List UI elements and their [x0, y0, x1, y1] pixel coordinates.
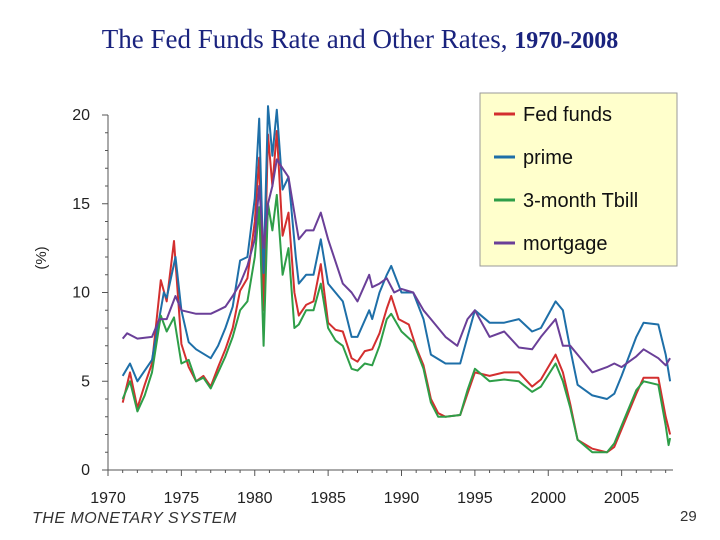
x-tick-label: 1975 — [164, 490, 200, 507]
legend-label: Fed funds — [523, 104, 612, 126]
page-number: 29 — [680, 508, 697, 525]
x-tick-label: 2005 — [604, 490, 640, 507]
series-line-2 — [121, 193, 672, 454]
legend: Fed funds prime 3-month Tbill mortgage — [494, 104, 638, 255]
y-tick-label: 0 — [81, 462, 90, 479]
series-line-3 — [121, 158, 671, 374]
series-line-0 — [121, 130, 672, 454]
x-tick-label: 1985 — [310, 490, 346, 507]
legend-label: prime — [523, 147, 573, 169]
y-tick-label: 20 — [72, 107, 90, 124]
series-lines — [121, 105, 672, 454]
title-years: 1970-2008 — [514, 28, 619, 54]
y-tick-label: 5 — [81, 373, 90, 390]
legend-label: mortgage — [523, 233, 608, 255]
y-tick-label: 10 — [72, 285, 90, 302]
y-axis-label: (%) — [33, 246, 50, 269]
footer-text: THE MONETARY SYSTEM — [32, 510, 237, 527]
x-tick-label: 1995 — [457, 490, 493, 507]
title-main: The Fed Funds Rate and Other Rates, — [101, 24, 508, 54]
series-line-1 — [121, 105, 672, 400]
x-tick-label: 1980 — [237, 490, 273, 507]
legend-box — [479, 92, 678, 267]
x-tick-label: 1970 — [90, 490, 126, 507]
x-ticks: 1970 1975 1980 1985 1990 1995 2000 2005 — [90, 470, 667, 507]
y-ticks: 0 5 10 15 20 — [72, 107, 108, 479]
legend-label: 3-month Tbill — [523, 190, 638, 212]
x-tick-label: 1990 — [384, 490, 420, 507]
y-tick-label: 15 — [72, 196, 90, 213]
x-tick-label: 2000 — [530, 490, 566, 507]
slide-title: The Fed Funds Rate and Other Rates, 1970… — [0, 24, 720, 55]
